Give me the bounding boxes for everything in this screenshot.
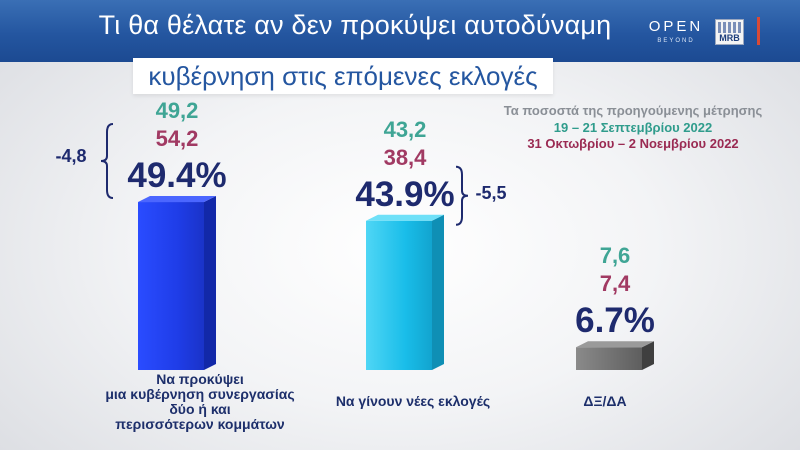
previous-value-2-coalition: 54,2	[155, 126, 199, 152]
category-label-coalition: Να προκύψει μια κυβέρνηση συνεργασίας δύο …	[100, 372, 300, 432]
value-label-coalition: 49.4%	[127, 156, 227, 196]
previous-value-1-dont-know: 7,6	[599, 243, 631, 269]
previous-value-2-dont-know: 7,4	[599, 271, 631, 297]
legend-entry-second-measurement: 31 Οκτωβρίου – 2 Νοεμβρίου 2022	[527, 136, 739, 151]
accent-bar	[757, 17, 760, 45]
bar-side-new-elections	[432, 214, 444, 370]
category-label-line: Να προκύψει	[156, 371, 244, 387]
category-label-line: ΔΞ/ΔΑ	[583, 393, 627, 409]
previous-value-2-new-elections: 38,4	[383, 144, 427, 170]
mrb-logo: MRB	[715, 19, 744, 45]
bar-top-new-elections	[366, 214, 444, 221]
bar-dont-know	[576, 347, 642, 370]
brace-new-elections	[455, 165, 469, 226]
bar-coalition	[138, 202, 204, 370]
previous-value-1-new-elections: 43,2	[383, 116, 427, 142]
legend-entry-first-measurement: 19 – 21 Σεπτεμβρίου 2022	[553, 120, 713, 135]
open-logo: OPEN	[648, 18, 704, 35]
difference-label-coalition: -4,8	[55, 146, 87, 167]
category-label-new-elections: Να γίνουν νέες εκλογές	[318, 394, 508, 409]
bar-new-elections	[366, 220, 432, 370]
subtitle-box	[133, 58, 553, 94]
previous-value-1-coalition: 49,2	[155, 98, 199, 124]
category-label-dont-know: ΔΞ/ΔΑ	[560, 394, 650, 409]
page-subtitle: κυβέρνηση στις επόμενες εκλογές	[148, 61, 538, 91]
value-label-new-elections: 43.9%	[355, 174, 455, 214]
value-label-dont-know: 6.7%	[575, 301, 655, 341]
open-beyond-logo-text: BEYOND	[657, 38, 695, 44]
category-label-line: δύο ή και	[169, 401, 231, 417]
category-label-line: Να γίνουν νέες εκλογές	[335, 393, 491, 409]
category-label-line: μια κυβέρνηση συνεργασίας	[105, 386, 295, 402]
bar-top-coalition	[138, 196, 216, 203]
mrb-logo-grid-icon	[718, 22, 741, 33]
difference-label-new-elections: -5,5	[475, 182, 507, 203]
legend-title: Τα ποσοστά της προηγούμενης μέτρησης	[503, 103, 763, 118]
mrb-logo-text: MRB	[719, 33, 740, 43]
brace-coalition	[100, 123, 114, 200]
category-label-line: περισσότερων κομμάτων	[115, 416, 285, 432]
bar-side-dont-know	[642, 341, 654, 370]
bar-side-coalition	[204, 196, 216, 370]
page-title: Τι θα θέλατε αν δεν προκύψει αυτοδύναμη	[98, 10, 612, 40]
bar-top-dont-know	[576, 341, 654, 348]
header-band	[0, 0, 800, 62]
